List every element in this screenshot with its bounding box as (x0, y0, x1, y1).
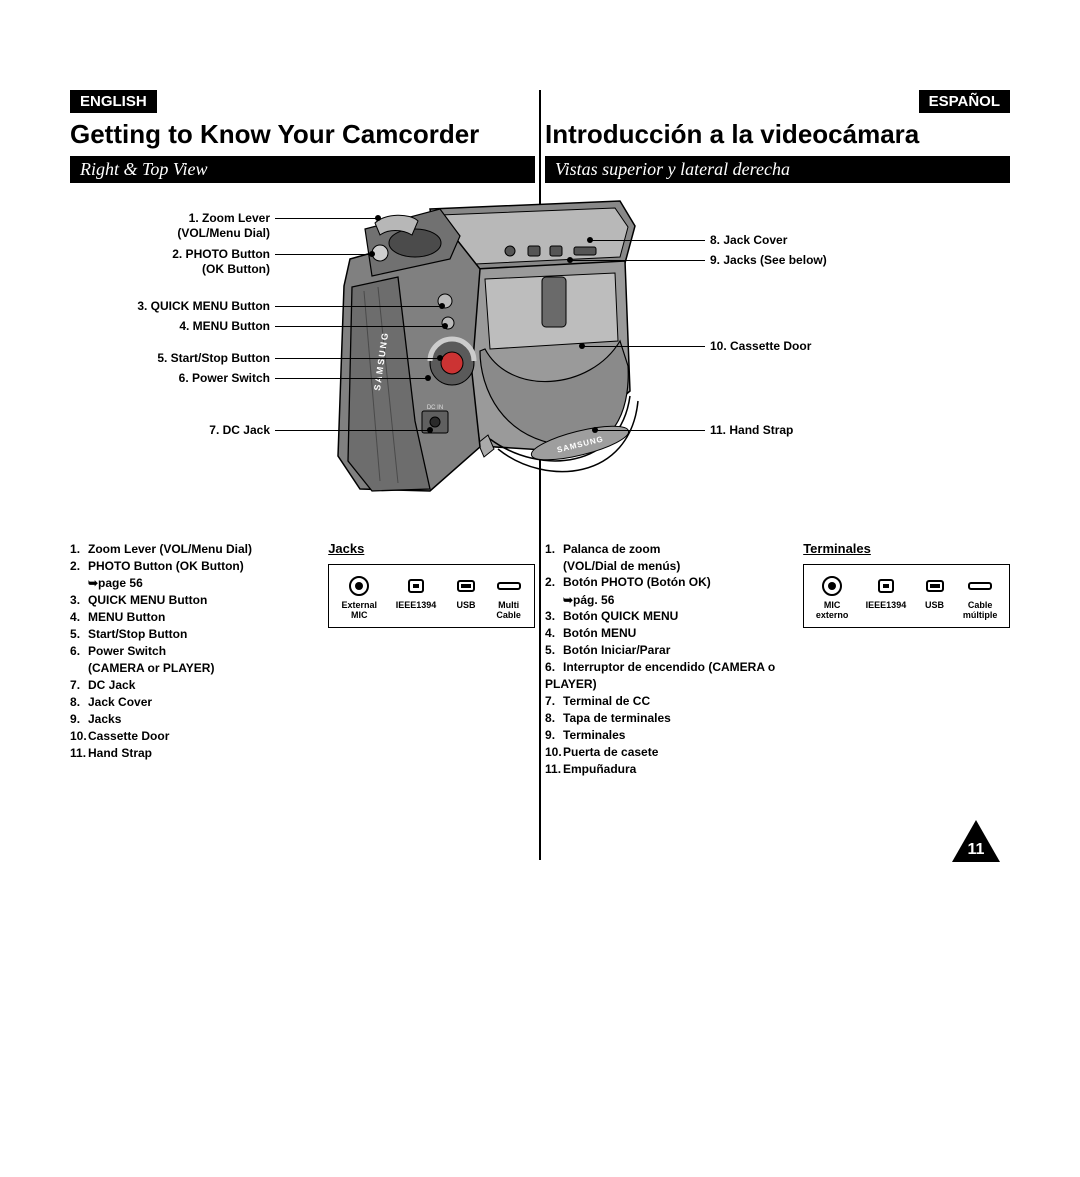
jacks-column-spanish: Terminales MICexterno IEEE1394 USB Cablemúl… (803, 541, 1010, 779)
jack-usb-icon: USB (924, 575, 946, 611)
callout-10: 10. Cassette Door (710, 339, 910, 354)
list-item: Terminales (545, 727, 793, 743)
svg-text:DC IN: DC IN (427, 405, 443, 411)
list-item-note: ➥pág. 56 (563, 592, 793, 608)
callout-7: 7. DC Jack (70, 423, 270, 438)
callout-2: 2. PHOTO Button(OK Button) (70, 247, 270, 277)
list-item-note: (CAMERA or PLAYER) (88, 660, 318, 676)
jack-slot-icon: MultiCable (496, 575, 522, 621)
jacks-box-english: ExternalMIC IEEE1394 USB MultiCable (328, 564, 535, 628)
jack-circle-icon: ExternalMIC (342, 575, 378, 621)
left-column: ENGLISH Getting to Know Your Camcorder R… (70, 90, 535, 870)
jack-circle-icon: MICexterno (816, 575, 849, 621)
jacks-column-english: Jacks ExternalMIC IEEE1394 USB MultiCable (328, 541, 535, 762)
subtitle-spanish: Vistas superior y lateral derecha (545, 156, 1010, 183)
callout-3: 3. QUICK MENU Button (70, 299, 270, 314)
lang-badge-english: ENGLISH (70, 90, 157, 113)
list-item: QUICK MENU Button (70, 592, 318, 608)
list-item: Botón QUICK MENU (545, 608, 793, 624)
list-item: Terminal de CC (545, 693, 793, 709)
parts-list-spanish: Palanca de zoom(VOL/Dial de menús)Botón … (545, 541, 793, 779)
list-item: PHOTO Button (OK Button) (70, 558, 318, 574)
list-item: Interruptor de encendido (CAMERA o PLAYE… (545, 659, 793, 691)
callout-11: 11. Hand Strap (710, 423, 910, 438)
jacks-heading-spanish: Terminales (803, 541, 1010, 556)
page-number-text: 11 (968, 841, 985, 858)
list-item: Puerta de casete (545, 744, 793, 760)
subtitle-english: Right & Top View (70, 156, 535, 183)
callout-1: 1. Zoom Lever(VOL/Menu Dial) (70, 211, 270, 241)
bottom-section-right: Palanca de zoom(VOL/Dial de menús)Botón … (545, 541, 1010, 779)
list-item: Palanca de zoom (545, 541, 793, 557)
list-item: DC Jack (70, 677, 318, 693)
jacks-heading-english: Jacks (328, 541, 535, 556)
callout-8: 8. Jack Cover (710, 233, 910, 248)
list-item: Start/Stop Button (70, 626, 318, 642)
title-english: Getting to Know Your Camcorder (70, 119, 535, 150)
callout-4: 4. MENU Button (70, 319, 270, 334)
page-number-badge: 11 (952, 820, 1000, 862)
diagram-area: SAMSUNG (70, 191, 535, 531)
list-item: Botón PHOTO (Botón OK) (545, 574, 793, 590)
list-item: Botón MENU (545, 625, 793, 641)
list-item: Jack Cover (70, 694, 318, 710)
list-item: Botón Iniciar/Parar (545, 642, 793, 658)
jack-usb-icon: USB (455, 575, 477, 611)
list-item: Power Switch (70, 643, 318, 659)
jack-slot-icon: Cablemúltiple (963, 575, 998, 621)
list-item: Zoom Lever (VOL/Menu Dial) (70, 541, 318, 557)
parts-list-english: Zoom Lever (VOL/Menu Dial)PHOTO Button (… (70, 541, 318, 762)
page-container: ENGLISH Getting to Know Your Camcorder R… (70, 90, 1010, 870)
list-item: Jacks (70, 711, 318, 727)
jack-port-icon: IEEE1394 (396, 575, 437, 611)
jack-port-icon: IEEE1394 (866, 575, 907, 611)
jacks-box-spanish: MICexterno IEEE1394 USB Cablemúltiple (803, 564, 1010, 628)
list-item: Tapa de terminales (545, 710, 793, 726)
list-item: Cassette Door (70, 728, 318, 744)
callout-6: 6. Power Switch (70, 371, 270, 386)
list-item-sub: (VOL/Dial de menús) (563, 558, 793, 574)
list-item: MENU Button (70, 609, 318, 625)
title-spanish: Introducción a la videocámara (545, 119, 1010, 150)
list-item-note: ➥page 56 (88, 575, 318, 591)
list-item: Empuñadura (545, 761, 793, 777)
lang-badge-spanish: ESPAÑOL (919, 90, 1010, 113)
list-item: Hand Strap (70, 745, 318, 761)
callout-5: 5. Start/Stop Button (70, 351, 270, 366)
callout-9: 9. Jacks (See below) (710, 253, 910, 268)
camcorder-illustration: SAMSUNG (280, 191, 650, 511)
bottom-section-left: Zoom Lever (VOL/Menu Dial)PHOTO Button (… (70, 541, 535, 762)
